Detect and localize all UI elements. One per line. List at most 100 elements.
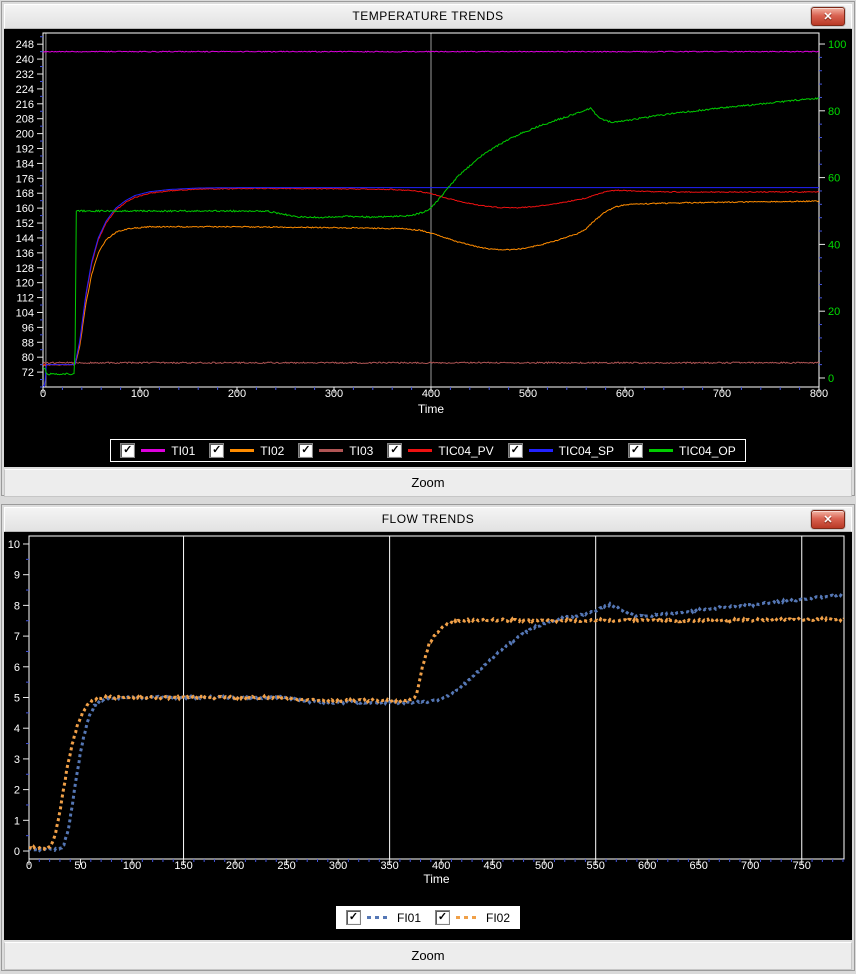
legend-line-sample: [456, 916, 480, 919]
legend-checkbox-ti03[interactable]: ✓: [298, 443, 314, 458]
svg-text:20: 20: [828, 306, 840, 318]
legend-item-tic04_pv: ✓ TIC04_PV: [387, 443, 494, 458]
legend-checkbox-fi02[interactable]: ✓: [435, 910, 450, 925]
legend-item-ti02: ✓ TI02: [209, 443, 284, 458]
temperature-zoom-button[interactable]: Zoom: [4, 469, 852, 497]
svg-text:240: 240: [16, 54, 34, 66]
svg-text:200: 200: [226, 860, 244, 872]
svg-text:600: 600: [638, 860, 656, 872]
svg-text:184: 184: [16, 158, 34, 170]
temperature-chart-zone: 72 80 88 96 104 112 120 128 136 144 152 160 168 176 18…: [4, 29, 852, 467]
svg-text:6: 6: [14, 662, 20, 674]
svg-text:600: 600: [616, 388, 634, 400]
legend-item-ti03: ✓ TI03: [298, 443, 373, 458]
svg-text:2: 2: [14, 785, 20, 797]
svg-text:9: 9: [14, 570, 20, 582]
flow-chart-zone: 0 1 2 3 4 5 6 7 8 9 10 0 50 100 150 200 250 300 350 400 450 5…: [4, 532, 852, 940]
svg-text:750: 750: [793, 860, 811, 872]
svg-text:192: 192: [16, 144, 34, 156]
legend-checkbox-fi01[interactable]: ✓: [345, 910, 361, 925]
svg-text:144: 144: [16, 233, 34, 245]
flow-window-titlebar[interactable]: FLOW TRENDS ✕: [4, 507, 852, 532]
legend-line-sample: [141, 449, 166, 452]
svg-text:72: 72: [22, 367, 34, 379]
legend-line-sample: [649, 449, 674, 452]
svg-text:150: 150: [174, 860, 192, 872]
legend-label: TIC04_OP: [679, 443, 736, 458]
svg-text:168: 168: [16, 188, 34, 200]
svg-text:350: 350: [380, 860, 398, 872]
legend-checkbox-tic04_sp[interactable]: ✓: [507, 443, 523, 458]
flow-legend: ✓ FI01 ✓ FI02: [335, 906, 521, 929]
legend-item-fi02: ✓ FI02: [435, 910, 510, 925]
svg-text:112: 112: [16, 293, 34, 305]
flow-zoom-button[interactable]: Zoom: [4, 942, 852, 970]
svg-text:700: 700: [713, 388, 731, 400]
svg-text:0: 0: [26, 860, 32, 872]
svg-text:Time: Time: [423, 872, 450, 884]
svg-text:200: 200: [228, 388, 246, 400]
svg-text:224: 224: [16, 84, 34, 96]
svg-text:128: 128: [16, 263, 34, 275]
svg-text:248: 248: [16, 39, 34, 51]
svg-text:40: 40: [828, 239, 840, 251]
svg-text:176: 176: [16, 173, 34, 185]
svg-text:50: 50: [74, 860, 86, 872]
svg-text:104: 104: [16, 307, 34, 319]
legend-checkbox-tic04_op[interactable]: ✓: [628, 443, 644, 458]
svg-text:80: 80: [828, 106, 840, 118]
svg-text:136: 136: [16, 248, 34, 260]
svg-text:60: 60: [828, 173, 840, 185]
svg-text:0: 0: [828, 373, 834, 385]
window-title: TEMPERATURE TRENDS: [352, 9, 504, 23]
legend-label: TI03: [349, 443, 374, 458]
temperature-legend: ✓ TI01 ✓ TI02 ✓ TI03 ✓ TIC04_PV ✓ TIC04_SP ✓ TIC04_…: [110, 439, 746, 462]
svg-text:0: 0: [14, 846, 20, 858]
svg-text:88: 88: [22, 337, 34, 349]
close-button[interactable]: ✕: [811, 510, 845, 529]
svg-text:800: 800: [810, 388, 828, 400]
svg-text:96: 96: [22, 322, 34, 334]
temperature-chart-canvas[interactable]: 72 80 88 96 104 112 120 128 136 144 152 160 168 176 18…: [4, 29, 852, 435]
svg-text:400: 400: [432, 860, 450, 872]
svg-text:208: 208: [16, 114, 34, 126]
svg-text:160: 160: [16, 203, 34, 215]
legend-label: TIC04_PV: [438, 443, 494, 458]
temperature-trends-window: TEMPERATURE TRENDS ✕ 72 80 88 96 104 112 120 12…: [1, 1, 855, 497]
flow-trends-window: FLOW TRENDS ✕ 0 1 2 3 4 5 6 7 8 9 10 0 50 100 150 200 25…: [1, 504, 855, 971]
legend-label: TI02: [260, 443, 285, 458]
legend-label: TIC04_SP: [558, 443, 615, 458]
legend-line-sample: [366, 916, 391, 919]
legend-checkbox-ti01[interactable]: ✓: [120, 443, 136, 458]
legend-label: TI01: [171, 443, 196, 458]
svg-text:400: 400: [422, 388, 440, 400]
close-button[interactable]: ✕: [811, 7, 845, 26]
svg-text:216: 216: [16, 99, 34, 111]
legend-line-sample: [230, 449, 255, 452]
legend-label: FI01: [396, 910, 421, 925]
svg-text:700: 700: [741, 860, 759, 872]
temperature-trend-plot[interactable]: 72 80 88 96 104 112 120 128 136 144 152 160 168 176 18…: [4, 29, 852, 435]
svg-text:3: 3: [14, 754, 20, 766]
svg-text:232: 232: [16, 69, 34, 81]
svg-text:300: 300: [325, 388, 343, 400]
close-icon: ✕: [823, 514, 833, 526]
legend-line-sample: [408, 449, 433, 452]
svg-text:152: 152: [16, 218, 34, 230]
svg-text:500: 500: [535, 860, 553, 872]
legend-checkbox-tic04_pv[interactable]: ✓: [387, 443, 403, 458]
legend-item-ti01: ✓ TI01: [120, 443, 195, 458]
svg-text:100: 100: [123, 860, 141, 872]
temperature-window-titlebar[interactable]: TEMPERATURE TRENDS ✕: [4, 4, 852, 29]
svg-text:500: 500: [519, 388, 537, 400]
svg-text:200: 200: [16, 129, 34, 141]
svg-text:100: 100: [131, 388, 149, 400]
flow-chart-canvas[interactable]: 0 1 2 3 4 5 6 7 8 9 10 0 50 100 150 200 250 300 350 400 450 5…: [4, 532, 852, 884]
svg-text:10: 10: [8, 539, 20, 551]
svg-text:4: 4: [14, 723, 20, 735]
legend-checkbox-ti02[interactable]: ✓: [209, 443, 225, 458]
window-title: FLOW TRENDS: [381, 512, 475, 526]
svg-text:5: 5: [14, 693, 20, 705]
legend-label: FI02: [486, 910, 511, 925]
